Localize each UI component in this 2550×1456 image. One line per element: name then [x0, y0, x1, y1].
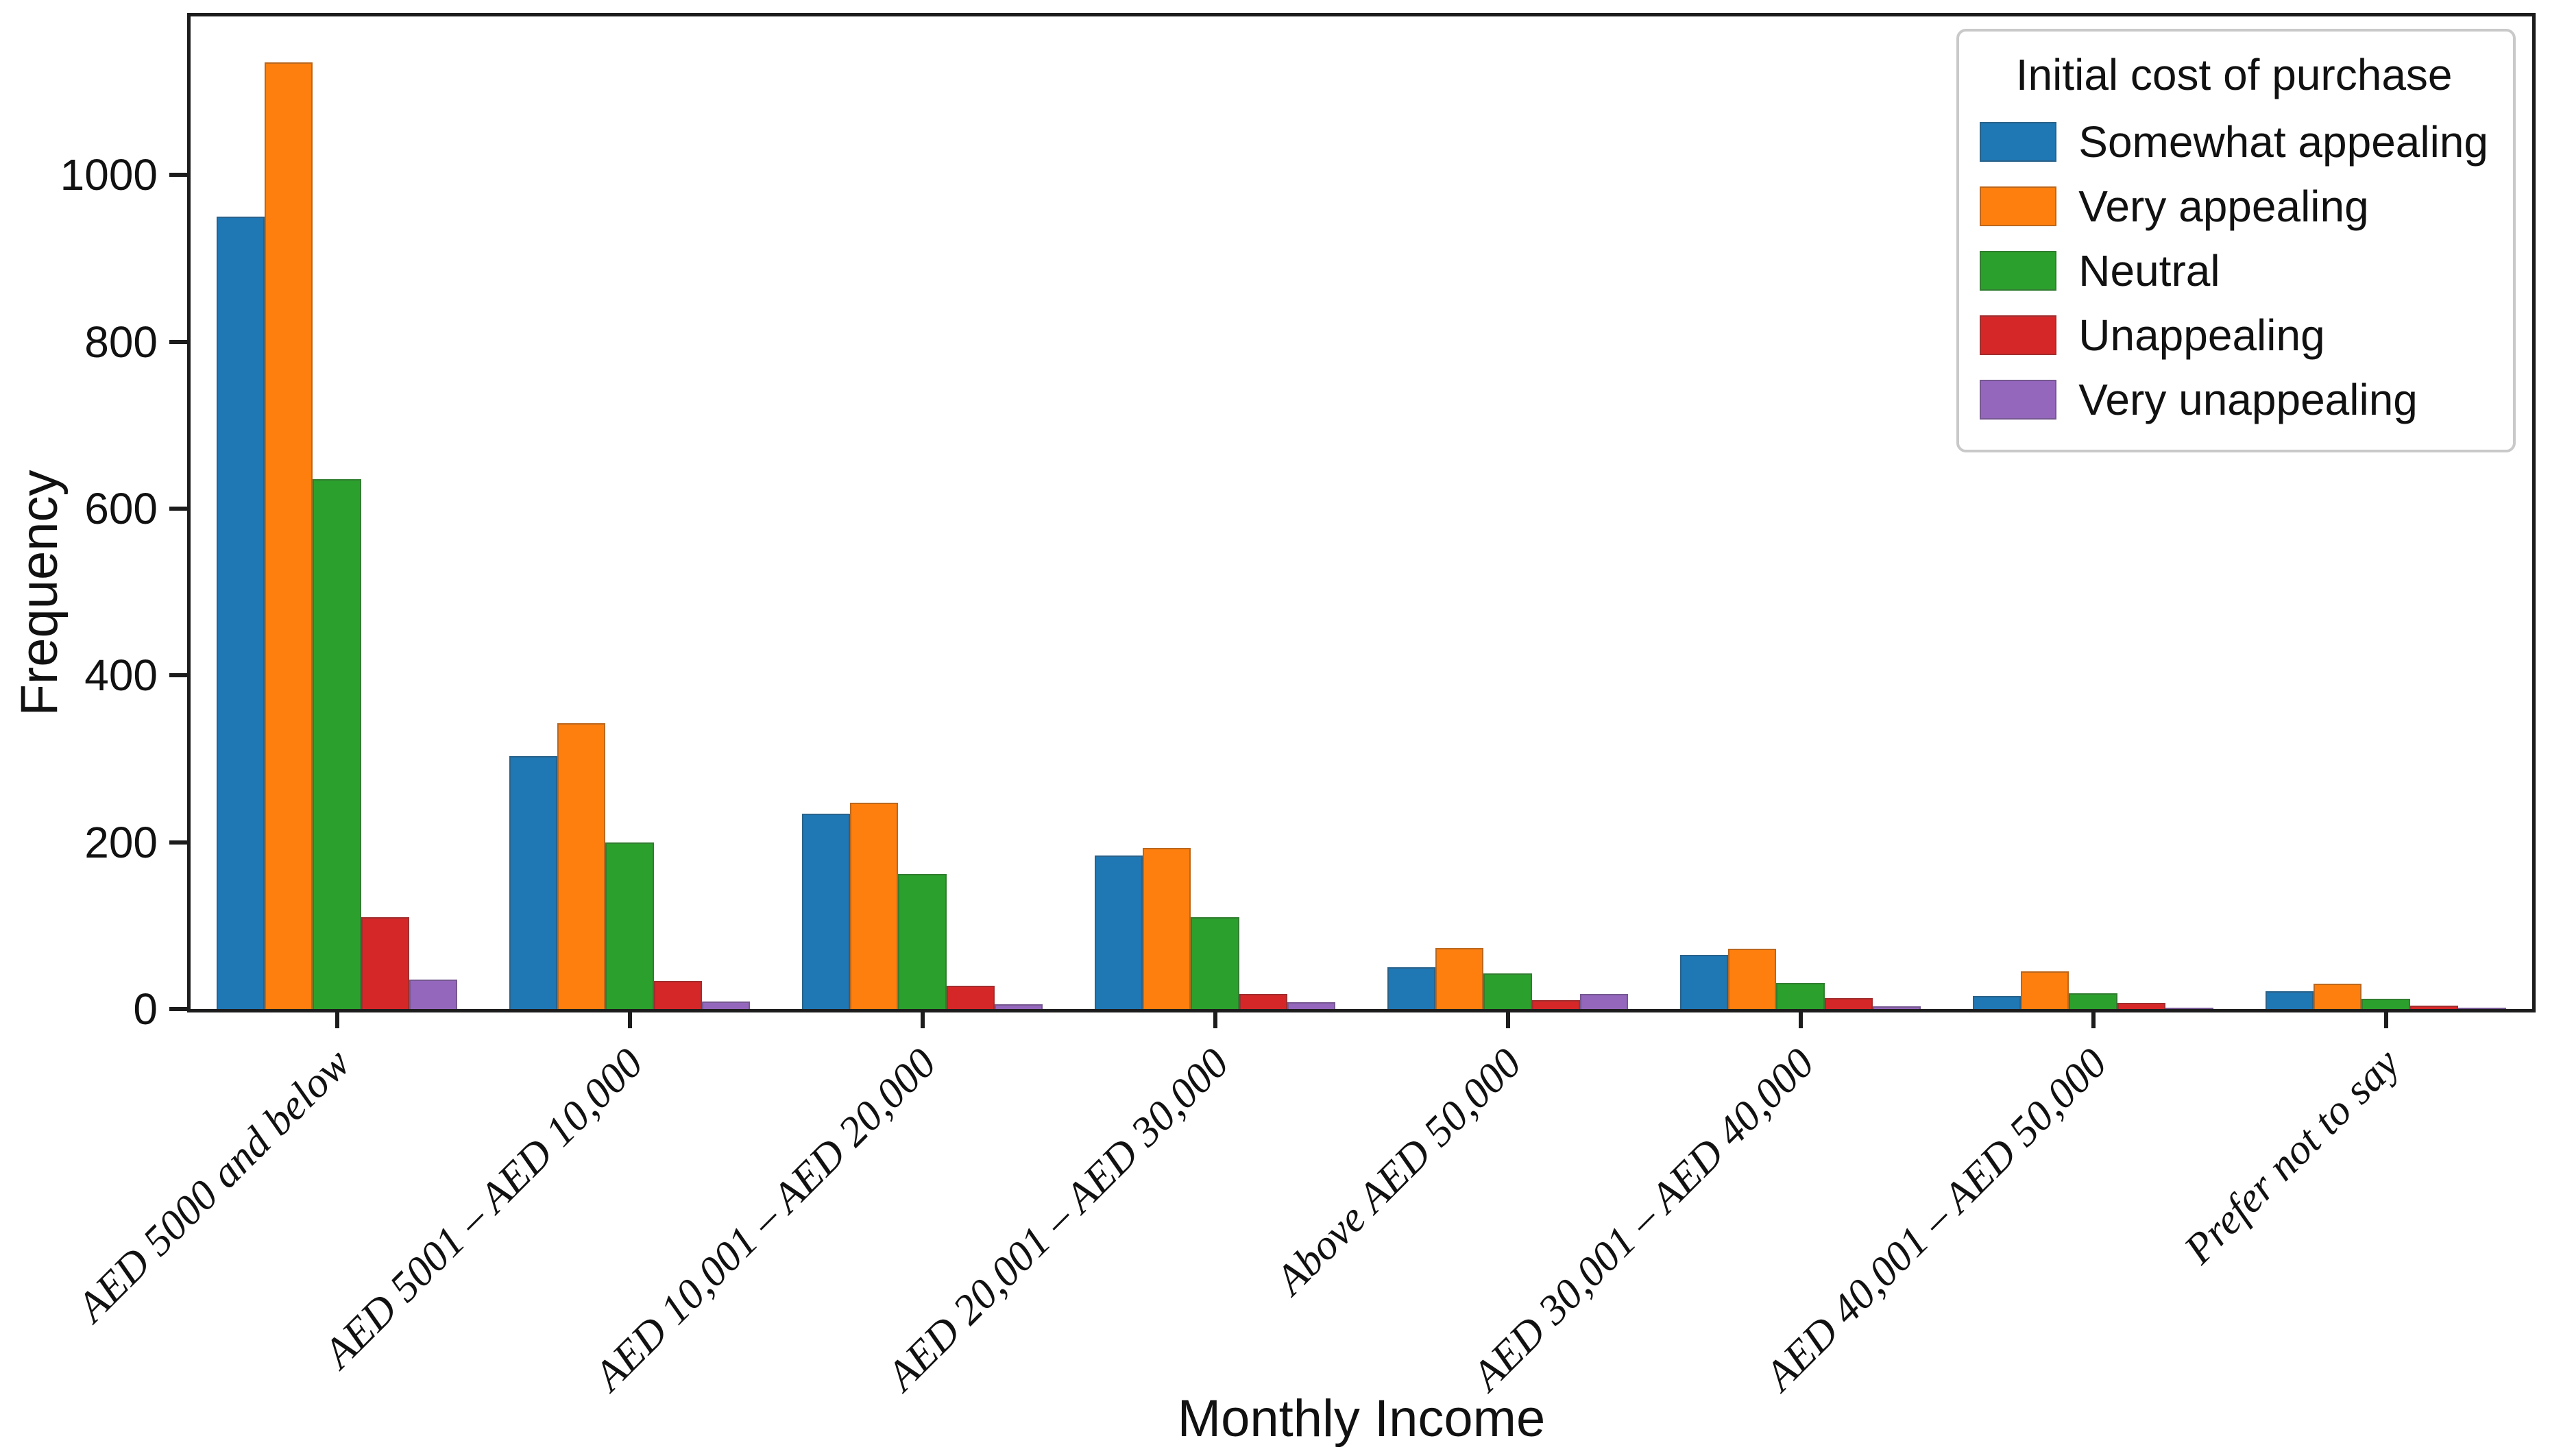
y-tick-mark: [169, 1007, 187, 1011]
y-tick-label: 1000: [60, 150, 158, 200]
bar: [605, 842, 654, 1009]
bar: [313, 479, 361, 1009]
legend-item: Very appealing: [1980, 174, 2488, 239]
bar: [2361, 999, 2410, 1009]
legend-swatch: [1980, 122, 2057, 162]
y-axis-title: Frequency: [10, 470, 69, 716]
legend-swatch: [1980, 186, 2057, 226]
bar: [361, 917, 409, 1009]
y-tick-mark: [169, 506, 187, 511]
bar: [2314, 984, 2362, 1009]
y-tick-mark: [169, 840, 187, 845]
x-tick-label: Prefer not to say: [2175, 1039, 2409, 1273]
x-tick-label: AED 40,001 – AED 50,000: [1756, 1039, 2116, 1400]
bar: [1872, 1006, 1921, 1009]
y-tick-mark: [169, 173, 187, 178]
y-tick-label: 400: [84, 651, 158, 701]
x-tick-mark: [1505, 1009, 1510, 1028]
bar: [1239, 994, 1287, 1009]
y-tick-label: 600: [84, 483, 158, 533]
bar: [2021, 971, 2069, 1009]
bar: [1191, 917, 1239, 1009]
bar: [2266, 991, 2314, 1009]
legend-title: Initial cost of purchase: [2015, 50, 2453, 99]
bar: [1579, 994, 1628, 1009]
x-tick-mark: [1798, 1009, 1803, 1028]
bar: [653, 980, 702, 1009]
bar: [1287, 1002, 1335, 1009]
bar: [1973, 995, 2021, 1009]
bar: [509, 756, 558, 1009]
bar: [1435, 948, 1484, 1009]
bar: [1776, 983, 1825, 1009]
legend-item: Very unappealing: [1980, 367, 2488, 432]
bar: [802, 814, 851, 1009]
legend-item: Neutral: [1980, 239, 2488, 303]
bar: [265, 62, 313, 1009]
bar: [2117, 1003, 2165, 1009]
bar: [1824, 998, 1873, 1009]
bar: [898, 873, 947, 1009]
bar: [409, 980, 457, 1009]
bar: [557, 723, 606, 1009]
bar: [701, 1002, 750, 1009]
bar: [994, 1004, 1043, 1009]
bar: [2409, 1006, 2458, 1009]
x-tick-mark: [1213, 1009, 1217, 1028]
bar: [217, 217, 265, 1009]
x-tick-mark: [2091, 1009, 2096, 1028]
legend-swatch: [1980, 315, 2057, 355]
x-tick-label: AED 10,001 – AED 20,000: [585, 1039, 945, 1400]
legend-swatch: [1980, 380, 2057, 420]
y-tick-label: 800: [84, 317, 158, 367]
x-tick-mark: [2383, 1009, 2388, 1028]
bar: [2165, 1007, 2213, 1009]
legend-label: Unappealing: [2078, 311, 2325, 360]
bar: [1387, 967, 1436, 1009]
legend-item: Somewhat appealing: [1980, 110, 2488, 174]
legend-item: Unappealing: [1980, 303, 2488, 367]
x-tick-mark: [627, 1009, 632, 1028]
x-tick-label: AED 5001 – AED 10,000: [315, 1039, 653, 1377]
y-tick-label: 0: [133, 984, 158, 1034]
legend-label: Very unappealing: [2078, 375, 2418, 424]
x-axis-title: Monthly Income: [1177, 1390, 1546, 1448]
x-tick-label: Above AED 50,000: [1266, 1039, 1531, 1304]
bar: [1483, 973, 1532, 1009]
y-tick-mark: [169, 339, 187, 344]
x-tick-mark: [335, 1009, 339, 1028]
legend-box: Initial cost of purchase Somewhat appeal…: [1956, 29, 2516, 452]
x-tick-label: AED 20,001 – AED 30,000: [877, 1039, 1238, 1400]
bar: [2069, 993, 2117, 1009]
x-tick-mark: [920, 1009, 925, 1028]
bar: [1531, 999, 1580, 1009]
legend-label: Neutral: [2078, 246, 2220, 295]
legend-label: Very appealing: [2078, 182, 2369, 231]
bar: [2457, 1007, 2506, 1009]
legend-label: Somewhat appealing: [2078, 117, 2488, 167]
bar: [946, 985, 995, 1009]
y-tick-mark: [169, 673, 187, 678]
x-tick-label: AED 30,001 – AED 40,000: [1463, 1039, 1823, 1400]
bar: [850, 803, 899, 1009]
bar: [1680, 954, 1729, 1009]
bar: [1095, 856, 1143, 1009]
y-tick-label: 200: [84, 817, 158, 867]
bar: [1143, 848, 1191, 1009]
legend-swatch: [1980, 251, 2057, 291]
x-tick-label: AED 5000 and below: [68, 1039, 360, 1331]
bar: [1728, 949, 1777, 1009]
legend-items: Somewhat appealing Very appealing Neutral U…: [1980, 110, 2488, 432]
